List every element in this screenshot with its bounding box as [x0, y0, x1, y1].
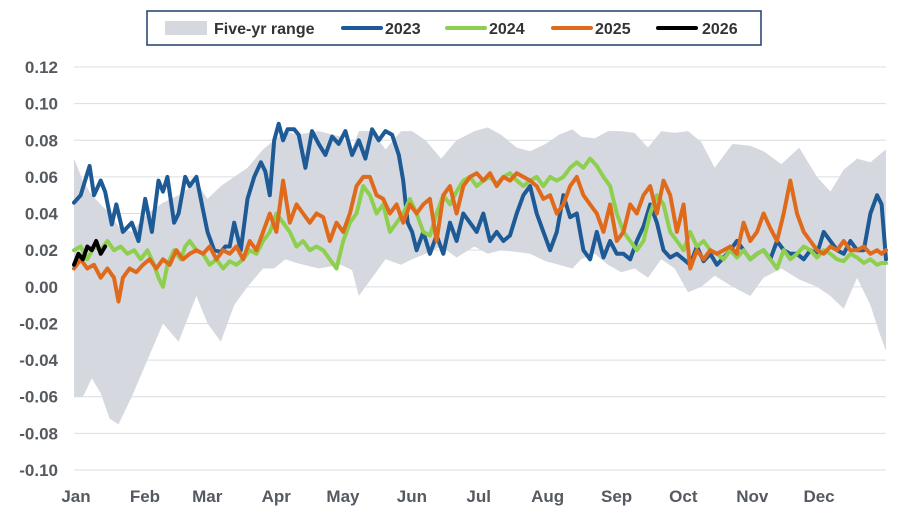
y-tick-label: 0.06 [25, 168, 58, 187]
y-tick-label: 0.04 [25, 205, 59, 224]
range-band-five-yr [74, 127, 886, 425]
legend-label-2024: 2024 [489, 21, 525, 38]
series-line-2026 [72, 239, 108, 267]
x-tick-label: Mar [192, 487, 223, 506]
y-tick-label: 0.00 [25, 278, 58, 297]
x-axis: Jan Feb Mar Apr May Jun Jul Aug Sep Oct Nov Dec [61, 487, 834, 506]
x-tick-label: May [326, 487, 360, 506]
range-band-layer [74, 127, 886, 425]
legend-label-five-yr-range: Five-yr range [214, 21, 315, 38]
x-tick-label: Jul [466, 487, 491, 506]
legend: Five-yr range 2023 2024 2025 2026 [146, 10, 762, 46]
y-tick-label: -0.02 [19, 314, 58, 333]
legend-label-2023: 2023 [385, 21, 421, 38]
y-tick-label: 0.10 [25, 95, 58, 114]
y-tick-label: -0.06 [19, 388, 58, 407]
x-tick-label: Feb [130, 487, 160, 506]
y-tick-label: -0.10 [19, 461, 58, 480]
series-layer [72, 121, 888, 304]
legend-label-2025: 2025 [595, 21, 631, 38]
legend-label-2026: 2026 [702, 21, 738, 38]
y-axis: 0.12 0.10 0.08 0.06 0.04 0.02 0.00 -0.02 -0.04 -0… [19, 58, 58, 480]
y-tick-label: 0.02 [25, 241, 58, 260]
y-tick-label: -0.08 [19, 424, 58, 443]
x-tick-label: Apr [262, 487, 292, 506]
series-line-2025 [72, 171, 888, 304]
x-tick-label: Sep [601, 487, 632, 506]
y-tick-label: 0.12 [25, 58, 58, 77]
legend-swatch-five-yr-range [165, 21, 207, 35]
x-tick-label: Jun [397, 487, 427, 506]
x-tick-label: Aug [531, 487, 564, 506]
y-tick-label: 0.08 [25, 131, 58, 150]
x-tick-label: Oct [669, 487, 698, 506]
x-tick-label: Jan [61, 487, 90, 506]
x-tick-label: Nov [736, 487, 769, 506]
x-tick-label: Dec [803, 487, 834, 506]
y-tick-label: -0.04 [19, 351, 58, 370]
